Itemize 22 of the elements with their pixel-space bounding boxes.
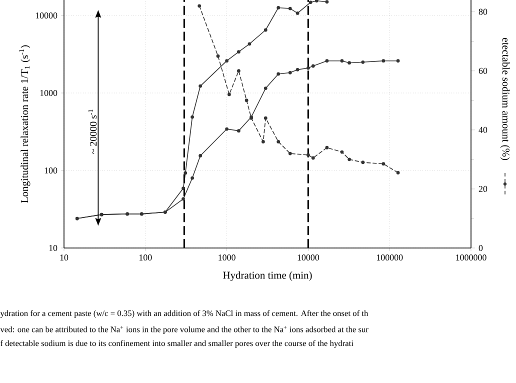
x-tick-label: 100 bbox=[139, 254, 152, 261]
y2-tick-label: 40 bbox=[478, 126, 488, 133]
x-tick-label: 1000 bbox=[218, 254, 236, 261]
y2-tick-label: 0 bbox=[478, 244, 483, 252]
x-tick-label: 10 bbox=[60, 254, 68, 261]
y-tick-label: 100 bbox=[44, 167, 58, 174]
x-tick-label: 100000 bbox=[376, 254, 403, 261]
y2-tick-label: 80 bbox=[478, 8, 488, 15]
text: ydration for a cement paste (w/c = 0.35) with an addition of 3% NaCl in mass of cement. After the onset of th bbox=[0, 310, 368, 318]
y-tick-label: 10000 bbox=[36, 12, 58, 19]
x-tick-label: 10000 bbox=[298, 254, 320, 261]
y2-tick-label: 60 bbox=[478, 68, 488, 74]
x-axis-title: Hydration time (min) bbox=[223, 271, 312, 281]
text: ved: one can be attributed to the Na$^{+}$ ions in the pore volume and the other to the Na$^{+}$ ions adsorbed at the sur bbox=[0, 326, 368, 334]
text: f detectable sodium is due to its confinement into smaller and smaller pores over the course of the hydrati bbox=[0, 340, 354, 348]
annotation: ~ 20000 s$^{-1}$ bbox=[88, 110, 97, 154]
y-tick-label: 10 bbox=[49, 244, 58, 252]
y2-axis-title: etectable sodium amount (%) bbox=[500, 38, 510, 160]
y-axis-title: Longitudinal relaxation rate 1/T$_{1}$ (s$^{-1}$) bbox=[19, 45, 30, 203]
y-tick-label: 1000 bbox=[40, 90, 58, 96]
y2-tick-label: 20 bbox=[478, 186, 488, 192]
x-tick-label: 1000000 bbox=[456, 254, 486, 261]
